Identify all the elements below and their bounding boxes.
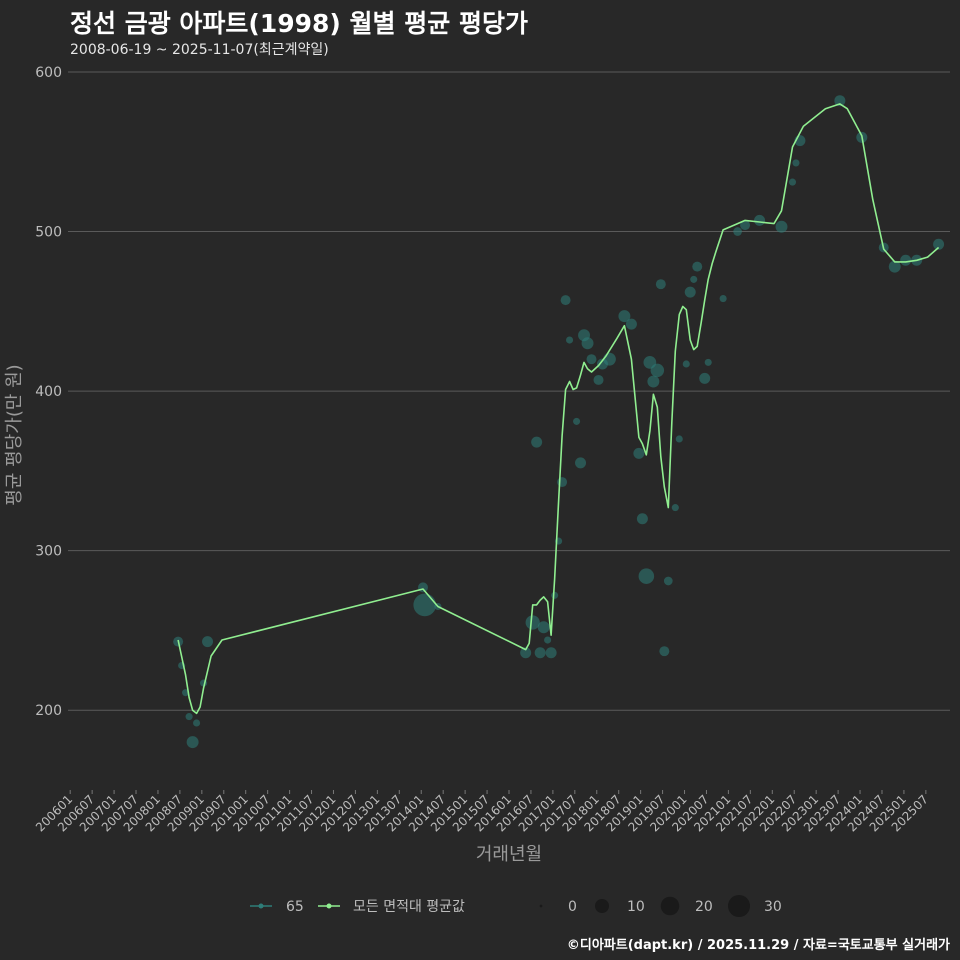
data-point-65-37 [647, 375, 660, 388]
data-point-65-16 [544, 636, 552, 644]
data-point-65-33 [633, 447, 645, 459]
y-tick-label-600: 600 [35, 65, 62, 81]
data-point-65-47 [692, 261, 703, 272]
data-point-65-26 [581, 337, 594, 350]
data-point-65-22 [566, 336, 574, 344]
legend-size-dot-0 [539, 904, 543, 908]
data-point-65-40 [659, 646, 670, 657]
series-65-points [173, 95, 945, 749]
data-point-65-45 [684, 286, 696, 298]
data-point-65-64 [933, 238, 945, 250]
legend-size-dot-10 [595, 899, 609, 913]
legend-key-65-dot [258, 903, 264, 909]
data-point-65-12 [525, 615, 540, 630]
legend-size-label-30: 30 [764, 899, 782, 915]
y-axis-label: 평균 평당가(만 원) [4, 364, 25, 505]
y-tick-label-200: 200 [35, 703, 62, 719]
data-point-65-34 [636, 513, 648, 525]
x-axis: 2006012006072007012007072008012008072009… [33, 790, 931, 835]
series-line-average [177, 103, 940, 715]
data-point-65-54 [775, 220, 788, 233]
data-point-65-5 [193, 719, 201, 727]
data-point-65-48 [699, 372, 711, 384]
data-point-65-44 [682, 360, 690, 368]
data-point-65-61 [888, 260, 901, 273]
data-point-65-46 [690, 275, 698, 283]
data-point-65-51 [733, 227, 742, 236]
legend-size-label-20: 20 [695, 899, 713, 915]
data-point-65-9 [413, 593, 437, 617]
data-point-65-15 [537, 621, 550, 634]
legend: 65 모든 면적대 평균값 0 10 20 30 [250, 894, 782, 918]
series-lines [177, 103, 940, 715]
data-point-65-11 [520, 647, 532, 659]
data-point-65-3 [185, 713, 193, 721]
legend-size-label-0: 0 [568, 899, 577, 915]
data-point-65-31 [618, 310, 631, 323]
y-tick-label-500: 500 [35, 225, 62, 241]
y-tick-label-400: 400 [35, 384, 62, 400]
x-axis-label: 거래년월 [476, 844, 542, 865]
data-point-65-52 [740, 220, 751, 231]
data-point-65-55 [788, 178, 797, 186]
data-point-65-18 [551, 591, 559, 599]
legend-label-65: 65 [286, 899, 304, 915]
legend-label-average: 모든 면적대 평균값 [353, 899, 465, 915]
chart-title: 정선 금광 아파트(1998) 월별 평균 평당가 [70, 9, 528, 38]
data-point-65-39 [655, 279, 666, 290]
data-point-65-32 [625, 318, 637, 330]
data-point-65-38 [650, 363, 665, 378]
data-point-65-13 [531, 436, 543, 448]
data-point-65-24 [575, 457, 587, 469]
data-point-65-49 [704, 358, 712, 366]
legend-size-dot-20 [660, 896, 680, 916]
data-point-65-7 [202, 636, 214, 648]
data-point-65-30 [603, 352, 616, 366]
grid-lines [68, 71, 950, 711]
data-point-65-21 [560, 295, 571, 306]
data-point-65-42 [671, 504, 679, 512]
data-point-65-14 [534, 647, 546, 659]
data-point-65-41 [663, 576, 673, 586]
y-axis: 200 300 400 500 600 [35, 65, 62, 719]
data-point-65-20 [557, 477, 568, 488]
data-point-65-58 [834, 95, 846, 107]
data-point-65-43 [675, 435, 683, 443]
data-point-65-50 [719, 295, 727, 303]
legend-size-label-10: 10 [627, 899, 645, 915]
data-point-65-17 [545, 647, 557, 659]
chart-subtitle: 2008-06-19 ~ 2025-11-07(최근계약일) [70, 42, 329, 58]
legend-size-dot-30 [727, 894, 751, 918]
data-point-65-23 [573, 417, 581, 425]
legend-key-average-dot [326, 903, 332, 909]
data-point-65-35 [638, 568, 655, 584]
data-point-65-27 [586, 354, 597, 365]
data-point-65-53 [754, 214, 766, 226]
data-point-65-4 [186, 736, 199, 749]
data-point-65-8 [418, 582, 428, 593]
data-point-65-56 [792, 159, 800, 167]
data-point-65-28 [593, 374, 604, 385]
data-point-65-62 [900, 254, 912, 266]
source-footer: ©디아파트(dapt.kr) / 2025.11.29 / 자료=국토교통부 실… [566, 938, 950, 953]
y-tick-label-300: 300 [35, 544, 62, 560]
